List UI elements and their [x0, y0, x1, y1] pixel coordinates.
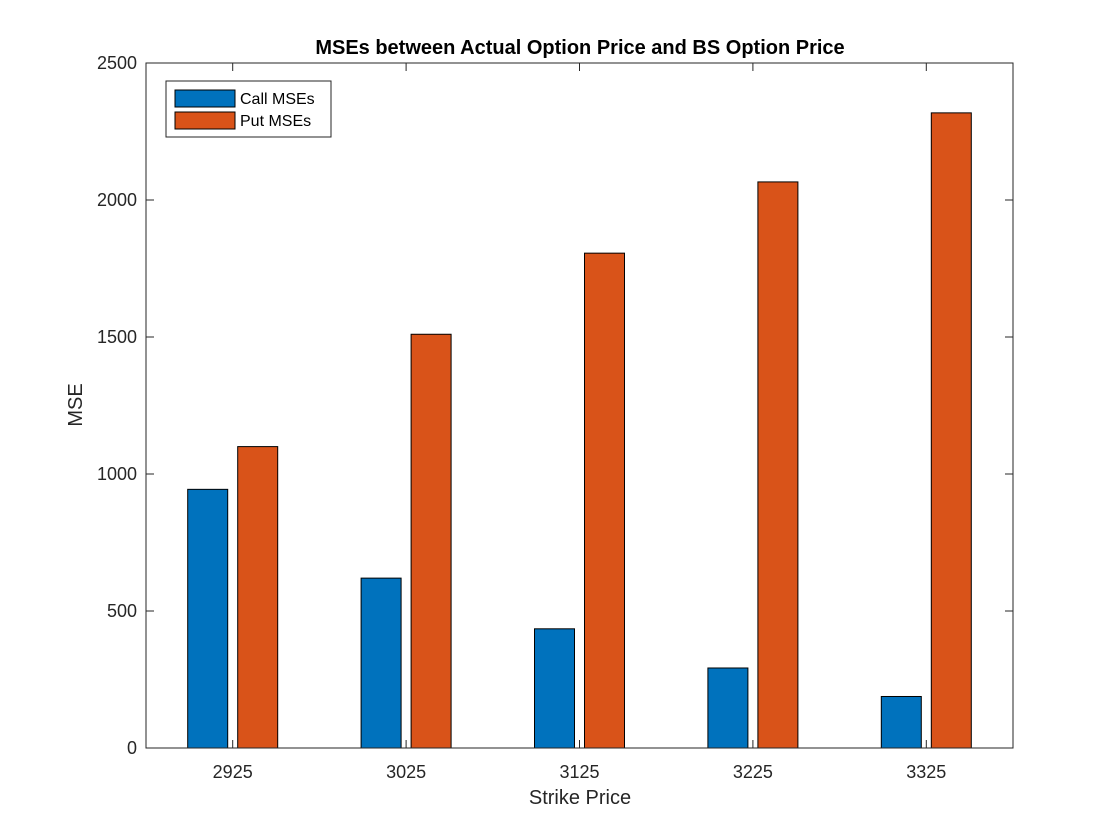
x-tick-label: 3225	[733, 762, 773, 782]
bar-call-mses-3225	[707, 667, 749, 749]
y-tick-label: 0	[127, 738, 137, 758]
x-axis: 2925 3025 3125 3225 3325	[213, 63, 946, 782]
y-tick-label: 2000	[97, 190, 137, 210]
bar-call-mses-3325	[880, 695, 922, 749]
x-tick-label: 2925	[213, 762, 253, 782]
legend-entries: Call MSEs Put MSEs	[174, 89, 315, 130]
bar-put-mses-3225	[757, 181, 799, 749]
bar-put-mses-2925	[237, 446, 279, 749]
y-tick-label: 2500	[97, 53, 137, 73]
y-axis: 0 500 1000 1500 2000 2500	[97, 53, 1013, 758]
legend-label-call-mses: Call MSEs	[240, 91, 315, 108]
bar-put-mses-3325	[930, 112, 972, 749]
legend: Call MSEs Put MSEs	[165, 80, 332, 138]
bar-call-mses-3125	[534, 628, 575, 749]
x-tick-label: 3025	[386, 762, 426, 782]
y-tick-label: 1500	[97, 327, 137, 347]
bar-call-mses-3025	[360, 577, 402, 749]
x-tick-label: 3325	[906, 762, 946, 782]
y-tick-label: 500	[107, 601, 137, 621]
x-axis-label: Strike Price	[529, 787, 631, 809]
bar-put-mses-3025	[410, 333, 452, 749]
bar-put-mses-3125	[584, 252, 625, 749]
y-axis-label: MSE	[65, 383, 87, 426]
legend-swatch-call-mses	[174, 89, 236, 108]
x-tick-label: 3125	[559, 762, 599, 782]
legend-label-put-mses: Put MSEs	[240, 113, 311, 130]
y-tick-label: 1000	[97, 464, 137, 484]
legend-swatch-put-mses	[174, 111, 236, 130]
bars-layer	[187, 112, 972, 749]
chart-title: MSEs between Actual Option Price and BS …	[315, 37, 844, 59]
bar-call-mses-2925	[187, 488, 229, 749]
